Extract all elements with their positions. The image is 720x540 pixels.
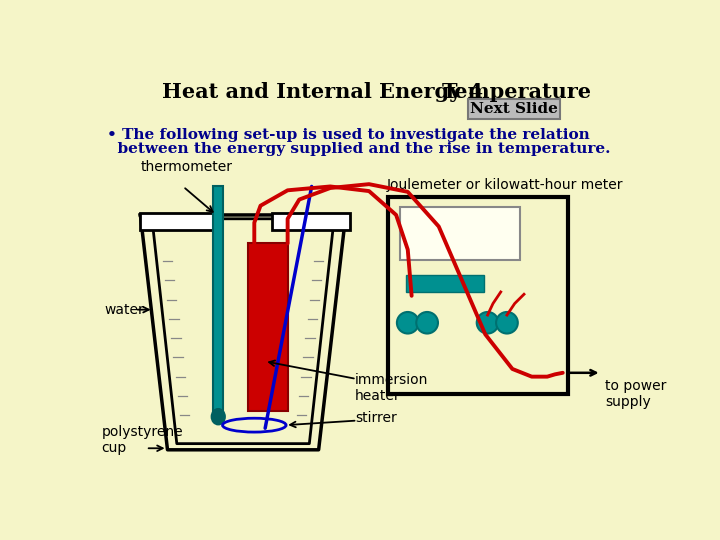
Text: • The following set-up is used to investigate the relation: • The following set-up is used to invest… [107, 128, 590, 142]
Circle shape [397, 312, 418, 334]
Bar [468, 99, 559, 119]
Circle shape [416, 312, 438, 334]
Text: Heat and Internal Energy 4: Heat and Internal Energy 4 [162, 82, 483, 102]
Text: immersion
heater: immersion heater [355, 373, 428, 403]
Circle shape [477, 312, 498, 334]
Ellipse shape [212, 409, 225, 424]
Bar [400, 207, 520, 260]
Bar [248, 244, 289, 411]
Bar [406, 275, 484, 292]
Bar [272, 213, 350, 230]
Text: between the energy supplied and the rise in temperature.: between the energy supplied and the rise… [107, 142, 611, 156]
Text: thermometer: thermometer [140, 160, 233, 174]
Text: to power
supply: to power supply [606, 379, 667, 409]
Text: Temperature: Temperature [441, 82, 591, 102]
Text: Joulemeter or kilowatt-hour meter: Joulemeter or kilowatt-hour meter [387, 178, 624, 192]
Bar [140, 213, 218, 230]
Text: stirrer: stirrer [355, 411, 397, 426]
Bar [213, 186, 223, 414]
Text: water: water [104, 302, 144, 316]
Circle shape [496, 312, 518, 334]
Text: Next Slide: Next Slide [470, 103, 558, 117]
Bar [388, 197, 568, 394]
Polygon shape [152, 219, 334, 444]
Text: polystyrene
cup: polystyrene cup [102, 425, 184, 455]
